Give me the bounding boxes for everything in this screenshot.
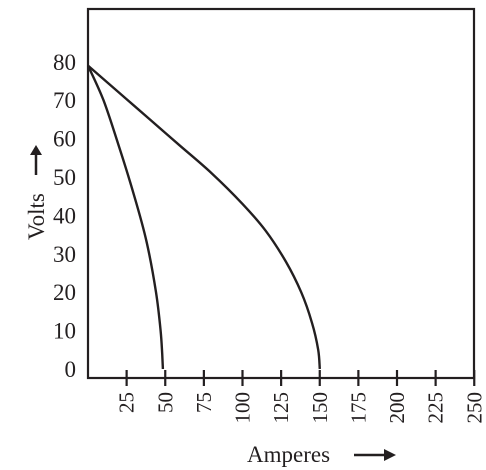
x-tick-label: 150	[308, 392, 332, 424]
x-tick-label: 200	[385, 392, 409, 424]
y-tick-label: 30	[53, 242, 76, 267]
y-tick-label: 60	[53, 127, 76, 152]
y-axis-title-group: Volts	[24, 145, 49, 240]
plot-curves	[86, 64, 321, 370]
x-axis-ticks: 25 50 75 100 125 150 175 200 225 250	[115, 370, 486, 424]
x-tick-label: 225	[424, 392, 448, 424]
y-tick-label: 50	[53, 165, 76, 190]
y-axis-title: Volts	[24, 193, 49, 240]
y-tick-label: 70	[53, 88, 76, 113]
x-tick-label: 50	[153, 392, 177, 413]
x-tick-label: 250	[462, 392, 486, 424]
y-tick-label: 10	[53, 319, 76, 344]
x-tick-label: 175	[346, 392, 370, 424]
x-tick-label: 75	[192, 392, 216, 413]
arrow-right-icon	[354, 449, 396, 461]
y-tick-label: 20	[53, 280, 76, 305]
x-tick-label: 100	[231, 392, 255, 424]
y-tick-label: 40	[53, 203, 76, 228]
arrow-up-icon	[30, 145, 42, 175]
y-axis-ticks: 0 10 20 30 40 50 60 70 80	[53, 50, 76, 382]
series-line-1	[86, 65, 165, 370]
x-axis-title: Amperes	[247, 442, 330, 467]
x-tick-label: 25	[115, 392, 139, 413]
x-tick-label: 125	[269, 392, 293, 424]
series-line-2	[87, 64, 321, 370]
y-tick-label: 0	[65, 357, 77, 382]
plot-frame	[86, 7, 476, 380]
y-tick-label: 80	[53, 50, 76, 75]
